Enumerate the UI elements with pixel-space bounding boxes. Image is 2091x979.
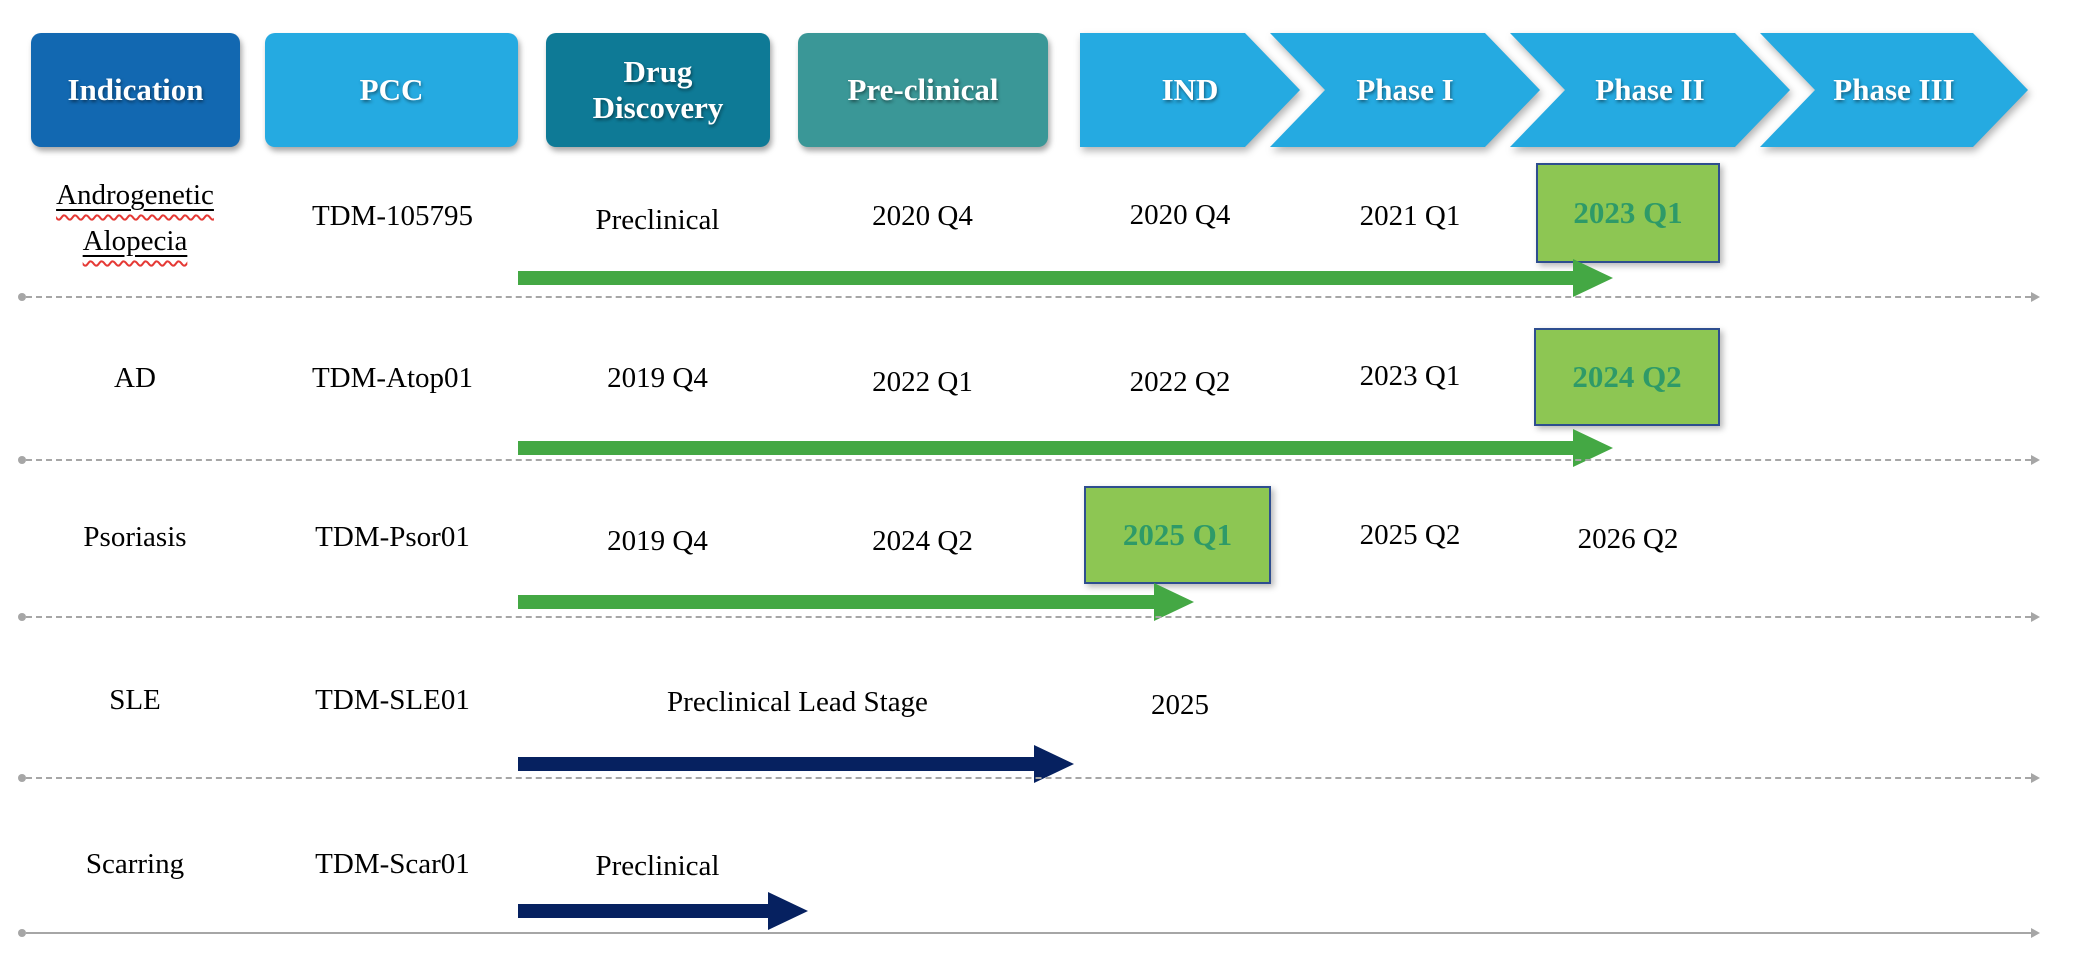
row3-stage-drug-discovery: 2019 Q4 bbox=[607, 525, 708, 557]
row2-stage-ind: 2022 Q2 bbox=[1129, 366, 1231, 398]
phase-chevron-band bbox=[1080, 33, 2028, 147]
row3-milestone-box: 2025 Q1 bbox=[1084, 486, 1271, 584]
header-chevron-phase3: Phase III bbox=[1833, 72, 1955, 107]
row-separator-1 bbox=[18, 292, 2040, 302]
row5-pcc: TDM-Scar01 bbox=[315, 848, 470, 880]
row1-stage-pre-clinical: 2020 Q4 bbox=[872, 200, 973, 232]
row4-pcc: TDM-SLE01 bbox=[315, 684, 470, 716]
chevron-shape-phase1 bbox=[1270, 33, 1540, 147]
row1-stage-ind: 2020 Q4 bbox=[1129, 199, 1231, 231]
row5-indication: Scarring bbox=[85, 848, 185, 880]
row3-pcc: TDM-Psor01 bbox=[315, 521, 470, 553]
row4-timeline-arrow bbox=[518, 745, 1074, 783]
row2-stage-pre-clinical: 2022 Q1 bbox=[872, 366, 973, 398]
header-chevron-ind: IND bbox=[1161, 72, 1219, 107]
header-box-pcc: PCC bbox=[265, 33, 518, 147]
row-separator-2 bbox=[18, 455, 2040, 465]
bottom-baseline bbox=[18, 928, 2040, 938]
header-chevron-phase2: Phase II bbox=[1595, 72, 1705, 107]
header-box-drug-discovery: Drug Discovery bbox=[546, 33, 770, 147]
row4-stage-ind: 2025 bbox=[1151, 689, 1209, 721]
chevron-shape-phase3 bbox=[1760, 33, 2028, 147]
row2-stage-drug-discovery: 2019 Q4 bbox=[607, 362, 708, 394]
row-separator-3 bbox=[18, 612, 2040, 622]
row2-stage-phase1: 2023 Q1 bbox=[1359, 360, 1461, 392]
row4-indication: SLE bbox=[109, 684, 161, 716]
row3-stage-phase2: 2026 Q2 bbox=[1577, 523, 1679, 555]
row3-indication: Psoriasis bbox=[83, 521, 187, 553]
row1-indication-text: Androgenetic Alopecia bbox=[56, 179, 214, 257]
row5-timeline-arrow bbox=[518, 892, 808, 930]
row4-stage-note: Preclinical Lead Stage bbox=[667, 686, 928, 718]
row3-timeline-arrow bbox=[518, 583, 1194, 621]
chevron-shape-phase2 bbox=[1510, 33, 1790, 147]
row2-pcc: TDM-Atop01 bbox=[311, 362, 474, 394]
chevron-shape-ind bbox=[1080, 33, 1300, 147]
row1-indication: Androgenetic Alopecia bbox=[25, 172, 245, 268]
header-box-pre-clinical: Pre-clinical bbox=[798, 33, 1048, 147]
row-separator-4 bbox=[18, 773, 2040, 783]
row1-milestone-box: 2023 Q1 bbox=[1536, 163, 1720, 263]
header-chevron-phase1: Phase I bbox=[1356, 72, 1454, 107]
row2-indication: AD bbox=[114, 362, 156, 394]
row1-timeline-arrow bbox=[518, 259, 1613, 297]
row3-stage-pre-clinical: 2024 Q2 bbox=[872, 525, 973, 557]
row1-pcc: TDM-105795 bbox=[311, 200, 474, 232]
row3-stage-phase1: 2025 Q2 bbox=[1359, 519, 1461, 551]
row2-milestone-box: 2024 Q2 bbox=[1534, 328, 1720, 426]
header-box-indication: Indication bbox=[31, 33, 240, 147]
row5-stage-drug-discovery: Preclinical bbox=[595, 850, 720, 882]
row1-stage-phase1: 2021 Q1 bbox=[1359, 200, 1461, 232]
row1-stage-drug-discovery: Preclinical bbox=[595, 204, 720, 236]
